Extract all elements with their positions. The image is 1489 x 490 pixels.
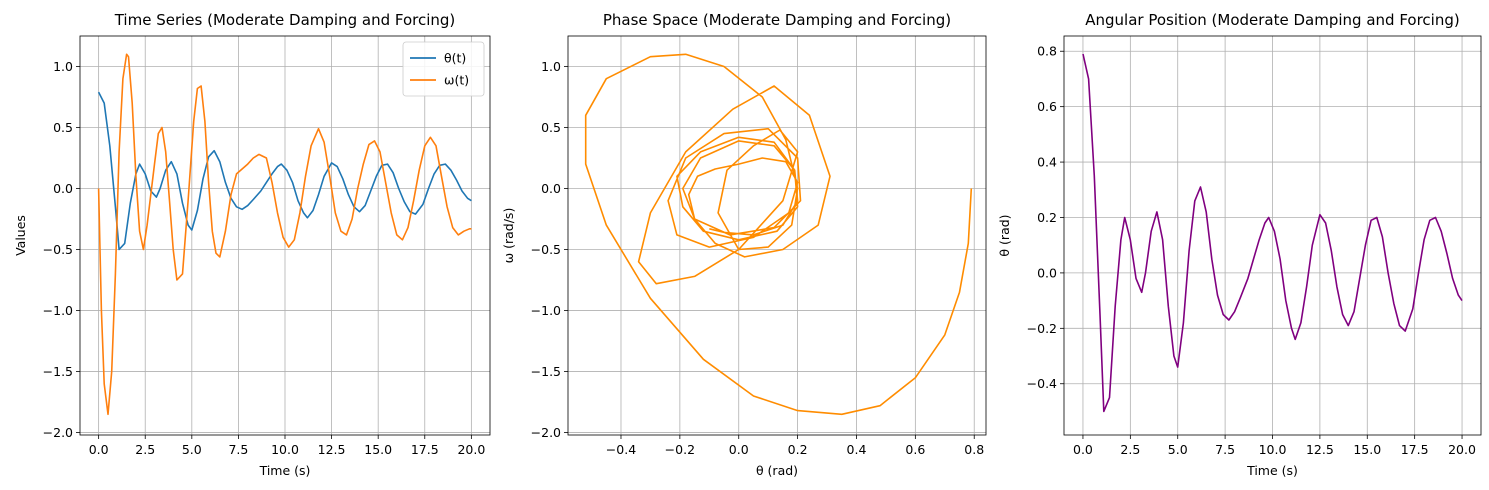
x-tick-label: 7.5 xyxy=(1215,442,1235,457)
y-tick-label: 0.5 xyxy=(541,120,561,135)
x-tick-label: 17.5 xyxy=(411,442,439,457)
chart-1: 0.0 2.5 5.0 7.5 10.0 12.5 15.0 17.5 20.0 −2.0 −1.5… xyxy=(13,11,491,478)
y-tick-label: −0.5 xyxy=(43,242,73,257)
y-tick-label: −2.0 xyxy=(531,425,561,440)
plot-frame xyxy=(567,35,987,436)
legend-box xyxy=(402,41,485,97)
y-axis-label: ω (rad/s) xyxy=(501,208,516,264)
y-tick-label: −0.2 xyxy=(1027,321,1057,336)
x-tick-label: 0.0 xyxy=(89,442,109,457)
x-tick-label: 0.4 xyxy=(847,442,867,457)
x-axis-label: θ (rad) xyxy=(756,463,798,478)
y-tick-label: −0.4 xyxy=(1027,376,1057,391)
x-tick-label: −0.2 xyxy=(665,442,695,457)
y-tick-label: −2.0 xyxy=(43,425,73,440)
x-tick-label: 0.0 xyxy=(729,442,749,457)
chart-title: Time Series (Moderate Damping and Forcin… xyxy=(114,11,456,29)
y-tick-label: −1.0 xyxy=(531,303,561,318)
y-axis-label: Values xyxy=(13,215,28,256)
y-tick-label: 1.0 xyxy=(541,59,561,74)
x-tick-label: −0.4 xyxy=(606,442,636,457)
chart-3: 0.0 2.5 5.0 7.5 10.0 12.5 15.0 17.5 20.0 −0.4 −0.2… xyxy=(997,11,1482,478)
legend: θ(t) ω(t) xyxy=(402,41,485,97)
x-tick-label: 0.6 xyxy=(905,442,925,457)
x-tick-label: 2.5 xyxy=(1120,442,1140,457)
x-tick-label: 2.5 xyxy=(135,442,155,457)
x-tick-label: 15.0 xyxy=(364,442,392,457)
legend-label-2: ω(t) xyxy=(444,73,469,88)
y-tick-label: 0.4 xyxy=(1037,155,1057,170)
x-tick-label: 5.0 xyxy=(1168,442,1188,457)
y-tick-label: 0.6 xyxy=(1037,99,1057,114)
series-line-1 xyxy=(584,53,973,416)
x-axis-label: Time (s) xyxy=(259,463,311,478)
series-line-1 xyxy=(97,91,472,251)
x-tick-label: 0.8 xyxy=(964,442,984,457)
x-tick-label: 12.5 xyxy=(1306,442,1334,457)
y-tick-label: 0.0 xyxy=(53,181,73,196)
y-tick-label: −1.5 xyxy=(531,364,561,379)
chart-2: −0.4 −0.2 0.0 0.2 0.4 0.6 0.8 −2.0 −1.5 −1.0 −0.5 0… xyxy=(501,11,987,478)
y-tick-label: −0.5 xyxy=(531,242,561,257)
chart-title: Phase Space (Moderate Damping and Forcin… xyxy=(603,11,951,29)
y-tick-label: −1.5 xyxy=(43,364,73,379)
x-tick-label: 12.5 xyxy=(318,442,346,457)
y-tick-label: 1.0 xyxy=(53,59,73,74)
x-axis-label: Time (s) xyxy=(1246,463,1298,478)
y-tick-label: 0.0 xyxy=(1037,265,1057,280)
x-tick-label: 5.0 xyxy=(182,442,202,457)
y-tick-label: 0.5 xyxy=(53,120,73,135)
x-tick-label: 20.0 xyxy=(1448,442,1476,457)
x-tick-label: 0.0 xyxy=(1073,442,1093,457)
x-tick-label: 10.0 xyxy=(1259,442,1287,457)
x-tick-label: 7.5 xyxy=(228,442,248,457)
chart-title: Angular Position (Moderate Damping and F… xyxy=(1085,11,1459,29)
x-tick-label: 20.0 xyxy=(457,442,485,457)
x-tick-label: 17.5 xyxy=(1401,442,1429,457)
x-tick-label: 10.0 xyxy=(271,442,299,457)
legend-label-1: θ(t) xyxy=(444,51,466,66)
y-tick-label: 0.8 xyxy=(1037,44,1057,59)
y-tick-label: 0.0 xyxy=(541,181,561,196)
y-tick-label: 0.2 xyxy=(1037,210,1057,225)
y-tick-label: −1.0 xyxy=(43,303,73,318)
series-line-1 xyxy=(1082,53,1463,413)
x-tick-label: 15.0 xyxy=(1353,442,1381,457)
x-tick-label: 0.2 xyxy=(788,442,808,457)
y-axis-label: θ (rad) xyxy=(997,214,1012,256)
series-line-2 xyxy=(97,53,472,416)
